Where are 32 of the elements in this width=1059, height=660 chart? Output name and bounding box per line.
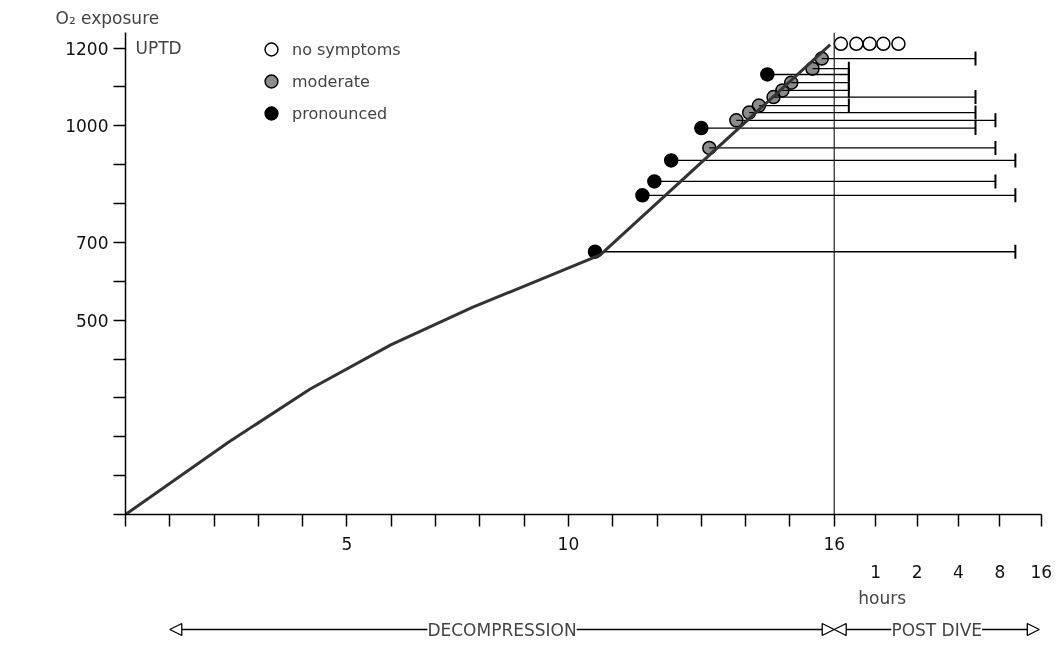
x-axis-title: hours bbox=[858, 588, 907, 608]
point bbox=[833, 36, 849, 52]
point bbox=[729, 113, 744, 128]
y-tick-label: 1000 bbox=[65, 116, 109, 137]
y-tick-label: 700 bbox=[76, 232, 109, 253]
point bbox=[891, 36, 906, 52]
point bbox=[647, 174, 662, 189]
y-axis-title: O₂ exposure bbox=[55, 7, 160, 28]
point bbox=[849, 36, 864, 52]
point bbox=[663, 153, 679, 168]
point bbox=[876, 36, 891, 52]
x2-tick-label: 4 bbox=[953, 561, 964, 582]
annotation: UPTD bbox=[135, 38, 182, 59]
legend-label: pronounced bbox=[292, 102, 388, 125]
x2-tick-label: 2 bbox=[911, 561, 923, 582]
x2-tick-label: 1 bbox=[870, 561, 882, 582]
x-tick-label: 16 bbox=[823, 533, 846, 554]
x-tick-label: 10 bbox=[557, 533, 580, 554]
point bbox=[760, 67, 775, 82]
point bbox=[862, 36, 877, 52]
legend-label: moderate bbox=[292, 70, 370, 93]
text: POST DIVE bbox=[891, 619, 983, 640]
point bbox=[694, 120, 709, 136]
text: DECOMPRESSION bbox=[427, 619, 577, 640]
x2-tick-label: 8 bbox=[994, 561, 1006, 582]
legend-label: no symptoms bbox=[292, 38, 401, 61]
y-tick-label: 500 bbox=[76, 310, 109, 331]
x2-tick-label: 16 bbox=[1030, 561, 1053, 582]
line-series bbox=[125, 43, 832, 515]
x-tick-label: 5 bbox=[341, 533, 353, 554]
y-tick-label: 1200 bbox=[65, 38, 109, 59]
point bbox=[635, 188, 650, 203]
